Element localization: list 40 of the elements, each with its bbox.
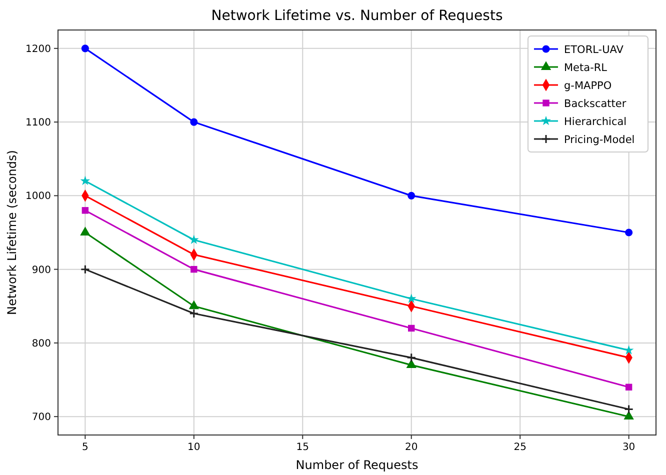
x-tick-label: 25 <box>514 442 526 453</box>
point <box>81 44 89 52</box>
legend-label: ETORL-UAV <box>564 44 624 56</box>
x-axis-title: Number of Requests <box>296 458 418 472</box>
y-axis-title: Network Lifetime (seconds) <box>5 150 19 315</box>
legend-label: Pricing-Model <box>564 134 635 146</box>
point <box>82 207 89 214</box>
y-tick-label: 700 <box>32 412 51 424</box>
legend-label: Hierarchical <box>564 116 627 128</box>
point <box>80 176 90 186</box>
point <box>406 352 416 362</box>
x-tick-label: 5 <box>82 442 88 453</box>
point <box>625 384 632 390</box>
point <box>190 266 198 273</box>
point <box>408 324 415 332</box>
point <box>188 300 200 310</box>
y-tick-label: 1100 <box>26 118 51 129</box>
x-tick-label: 30 <box>622 442 636 453</box>
point <box>624 410 634 420</box>
point <box>406 359 416 368</box>
point <box>80 264 90 274</box>
point <box>80 226 90 236</box>
chart-title: Network Lifetime vs. Number of Requests <box>211 8 503 24</box>
legend-label: Meta-RL <box>564 62 608 74</box>
x-tick-label: 10 <box>188 442 200 453</box>
y-tick-label: 1200 <box>26 44 51 55</box>
y-tick-label: 800 <box>32 338 51 350</box>
y-tick-label: 1000 <box>26 191 51 202</box>
x-tick-label: 15 <box>296 442 310 453</box>
x-tick-label: 20 <box>404 442 418 453</box>
point <box>190 118 198 126</box>
point <box>189 308 199 318</box>
point <box>624 404 634 414</box>
y-tick-label: 900 <box>32 264 51 276</box>
point <box>625 228 633 236</box>
point <box>408 192 416 200</box>
point <box>624 345 634 354</box>
legend-label: Backscatter <box>564 98 627 110</box>
legend-label: g-MAPPO <box>564 80 612 92</box>
point <box>188 234 199 244</box>
